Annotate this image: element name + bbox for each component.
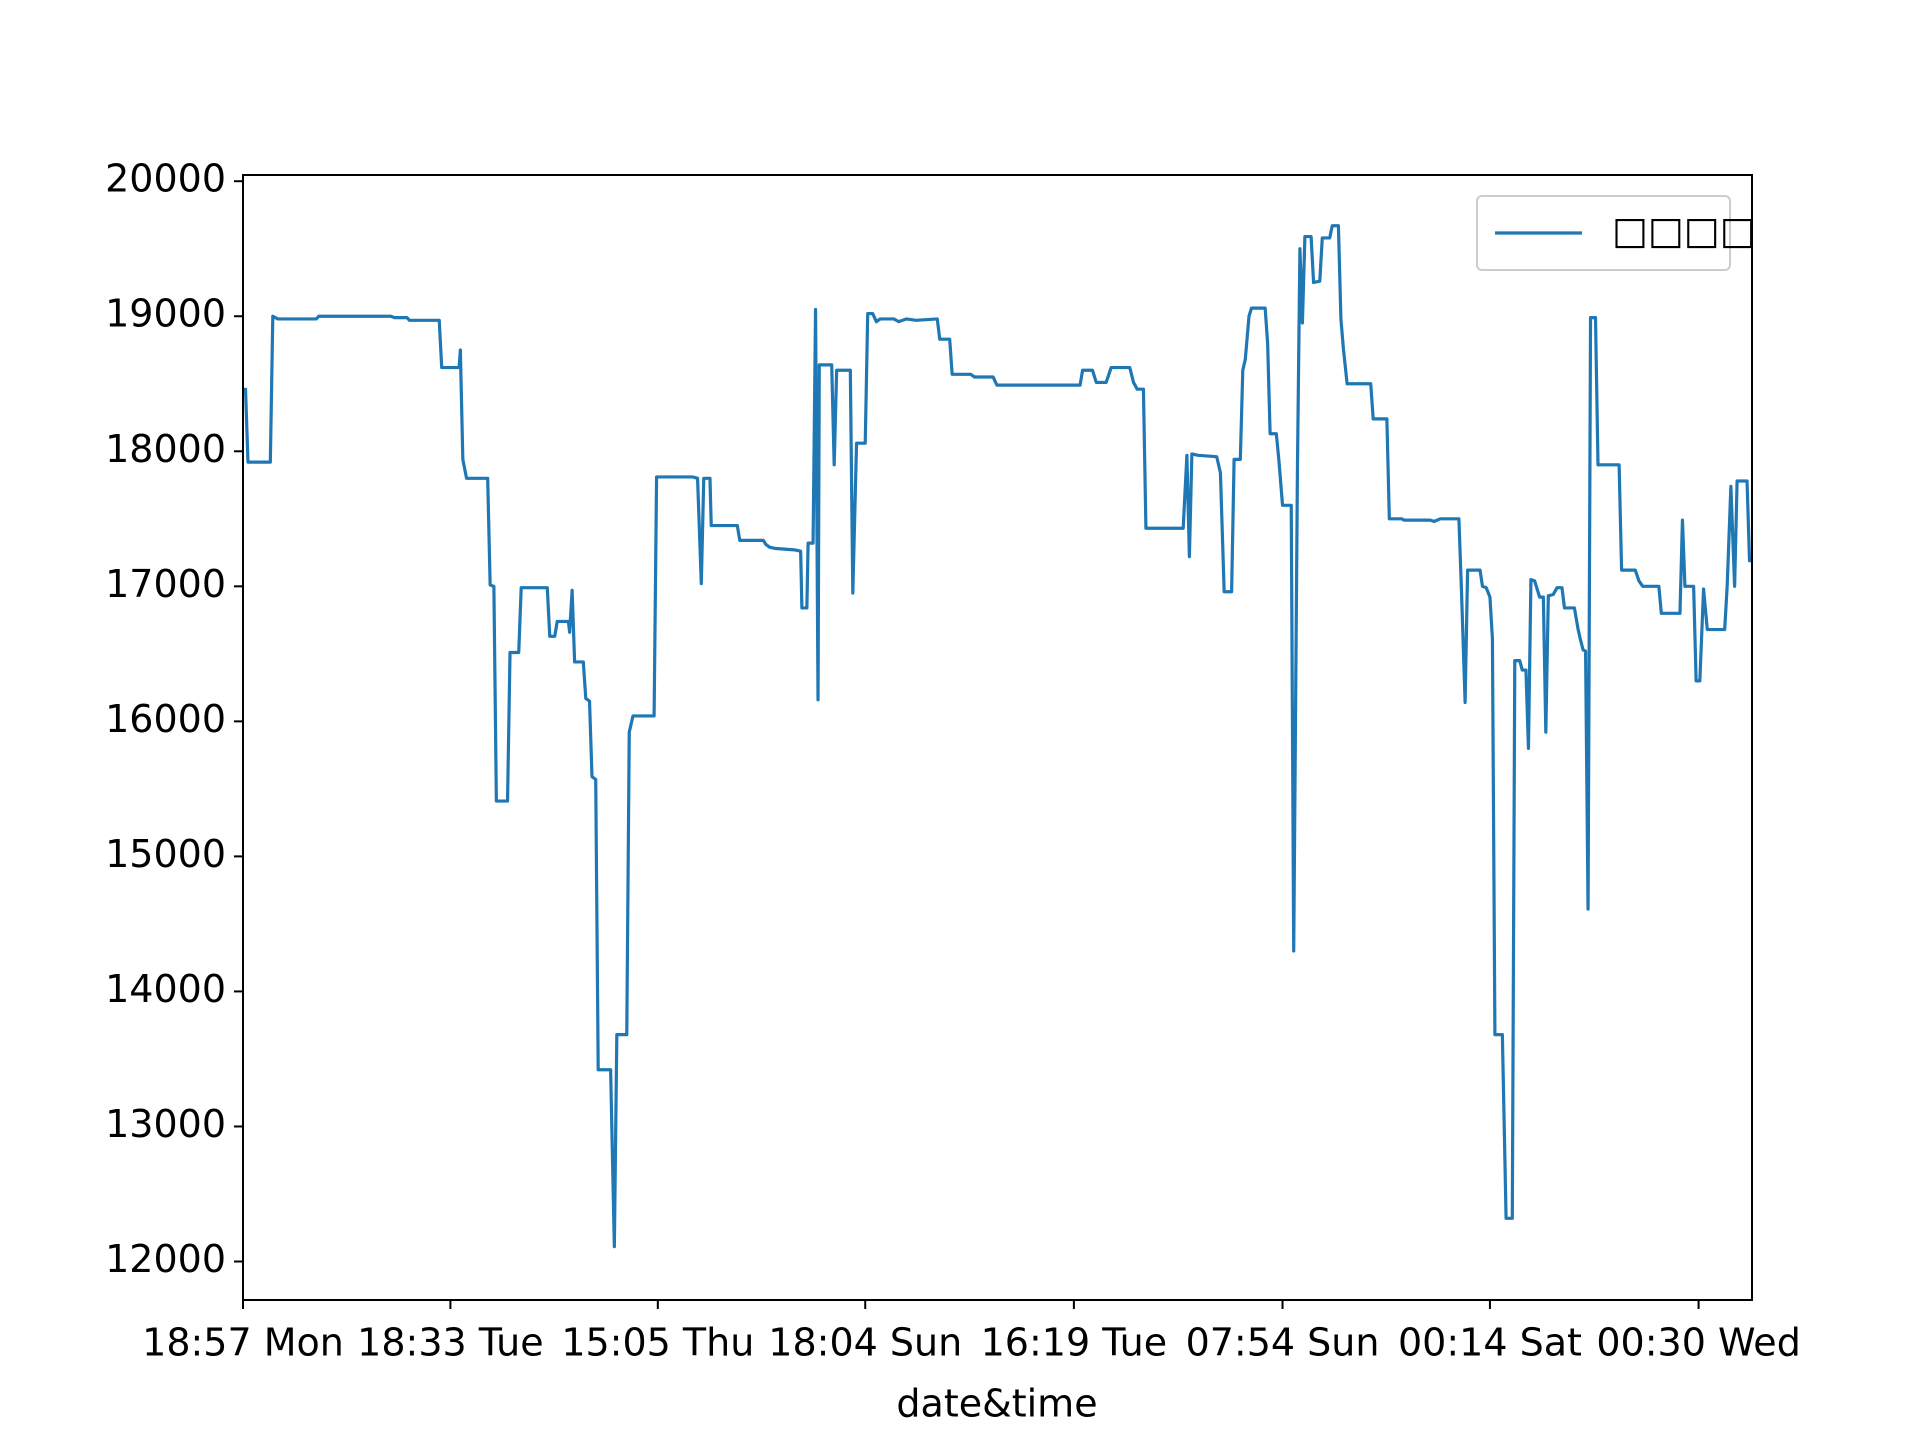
y-tick-label: 14000: [105, 967, 226, 1011]
x-tick-label: 07:54 Sun: [1186, 1321, 1380, 1365]
y-tick-label: 17000: [105, 562, 226, 606]
data-line: [243, 224, 1752, 1249]
x-tick-label: 15:05 Thu: [561, 1321, 754, 1365]
y-tick-label: 18000: [105, 427, 226, 471]
x-tick-label: 18:04 Sun: [768, 1321, 962, 1365]
y-tick-label: 12000: [105, 1237, 226, 1281]
x-tick-label: 18:33 Tue: [357, 1321, 544, 1365]
x-axis-label: date&time: [896, 1382, 1097, 1426]
legend-label: □□□□: [1612, 209, 1756, 253]
y-tick-label: 16000: [105, 697, 226, 741]
legend-box: [1476, 195, 1731, 271]
y-tick-label: 15000: [105, 832, 226, 876]
y-tick-label: 20000: [105, 157, 226, 201]
x-tick-label: 00:14 Sat: [1398, 1321, 1582, 1365]
y-tick-label: 19000: [105, 292, 226, 336]
x-tick-label: 18:57 Mon: [142, 1321, 344, 1365]
x-tick-label: 16:19 Tue: [981, 1321, 1168, 1365]
x-tick-label: 00:30 Wed: [1596, 1321, 1800, 1365]
y-tick-label: 13000: [105, 1102, 226, 1146]
plot-frame: [242, 174, 1753, 1301]
